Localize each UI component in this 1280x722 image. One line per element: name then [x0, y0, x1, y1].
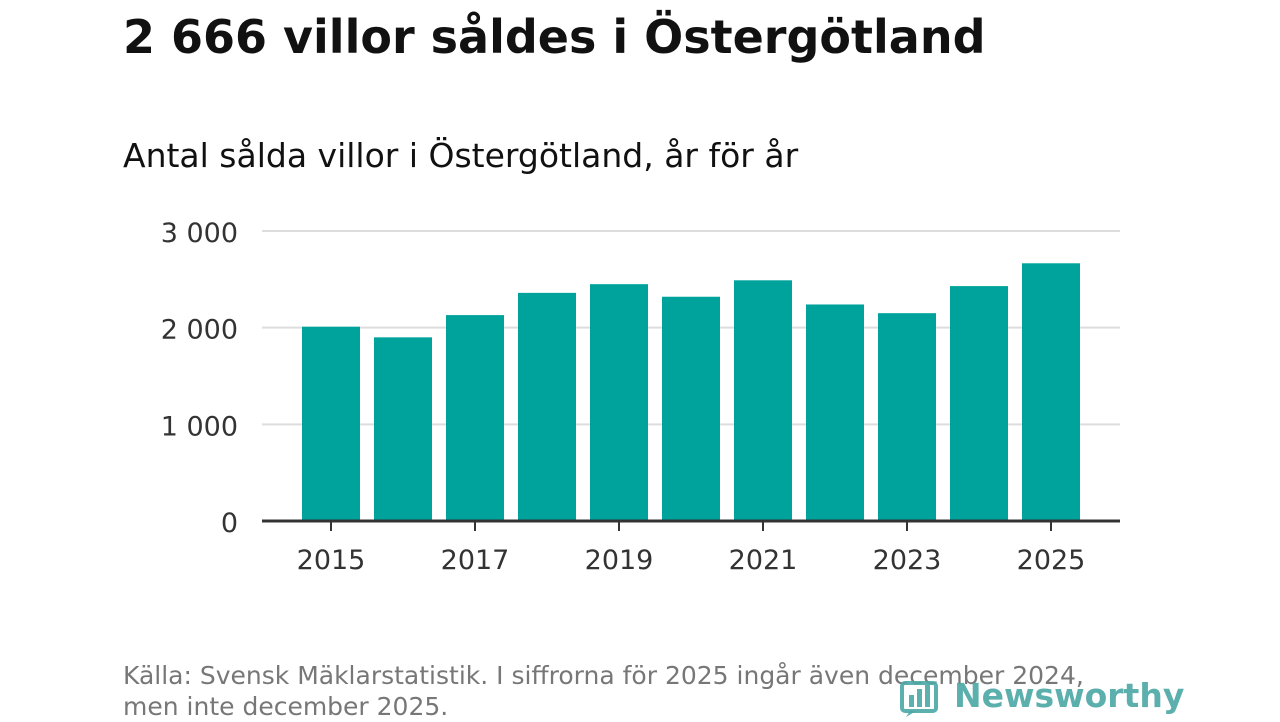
label-layer: 0 1 000 2 000 3 000 2015 2017 2019 2021 2023 2025: [161, 218, 1086, 576]
newsworthy-bar-icon: [900, 681, 938, 717]
newsworthy-logo: Newsworthy: [900, 670, 1184, 720]
chart-subtitle: Antal sålda villor i Östergötland, år fö…: [123, 136, 799, 175]
bar-2025: [1022, 263, 1080, 521]
bar-2020: [662, 296, 720, 521]
x-tick-label-2025: 2025: [1017, 545, 1086, 576]
bar-2021: [734, 280, 792, 521]
logo-text: Newsworthy: [954, 675, 1185, 715]
source-note: Källa: Svensk Mäklarstatistik. I siffror…: [123, 660, 1123, 722]
x-tick-label-2015: 2015: [297, 545, 366, 576]
bar-2022: [806, 304, 864, 521]
source-line-1: Källa: Svensk Mäklarstatistik. I siffror…: [123, 661, 1084, 690]
source-line-2: men inte december 2025.: [123, 692, 449, 721]
bar-2023: [878, 313, 936, 521]
y-tick-label-1000: 1 000: [161, 411, 238, 442]
bar-2016: [374, 337, 432, 521]
chart-title: 2 666 villor såldes i Östergötland: [123, 10, 986, 64]
x-tick-label-2019: 2019: [585, 545, 654, 576]
bar-2015: [302, 326, 360, 521]
bar-2019: [590, 284, 648, 521]
bar-chart: 0 1 000 2 000 3 000 2015 2017 2019 2021 2023 2025: [161, 218, 1120, 576]
axis-layer: [262, 519, 1120, 531]
bar-2018: [518, 292, 576, 521]
bar-2017: [446, 315, 504, 521]
y-tick-label-3000: 3 000: [161, 218, 238, 249]
x-tick-label-2017: 2017: [441, 545, 510, 576]
y-tick-label-2000: 2 000: [161, 315, 238, 346]
y-tick-label-0: 0: [221, 508, 238, 539]
x-tick-label-2023: 2023: [873, 545, 942, 576]
bar-layer: [302, 263, 1080, 521]
bar-2024: [950, 286, 1008, 521]
x-tick-label-2021: 2021: [729, 545, 798, 576]
